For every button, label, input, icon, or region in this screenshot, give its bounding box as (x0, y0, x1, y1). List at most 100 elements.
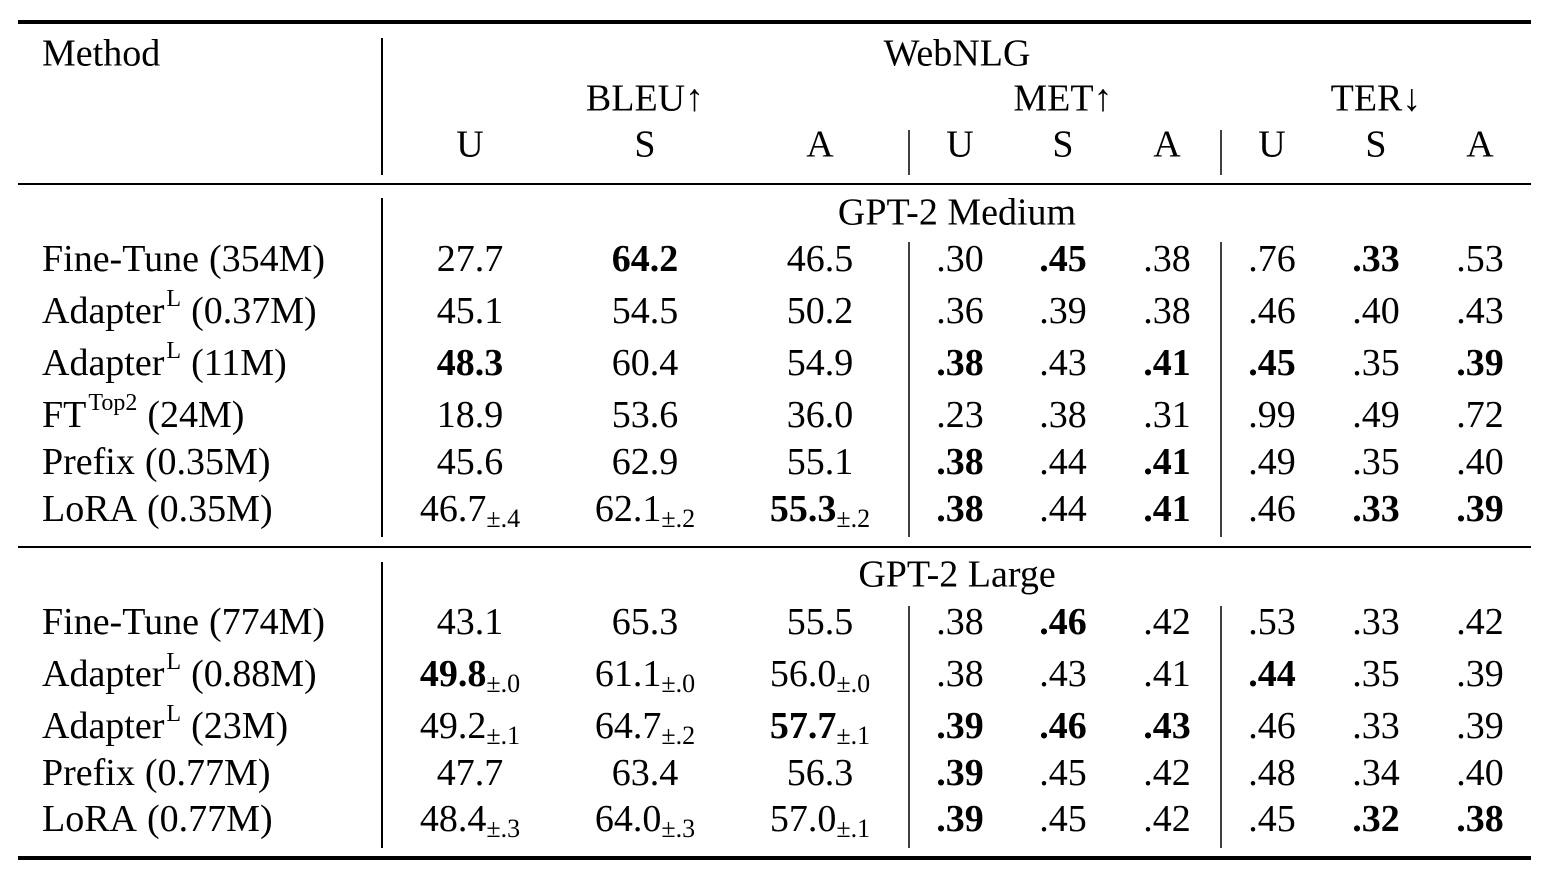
method-superscript: Top2 (88, 390, 137, 416)
cell-value: .72 (1456, 394, 1504, 436)
cell-value: .41 (1143, 488, 1191, 530)
cell: 43.1 (437, 601, 504, 643)
cell: .39 (1456, 705, 1504, 747)
method-name: FT (42, 394, 86, 436)
cell: 48.3 (437, 342, 504, 384)
cell-value: .46 (1248, 488, 1296, 530)
cell-subscript: ±.2 (661, 721, 695, 750)
cell-value: 49.8 (420, 653, 487, 695)
cell-value: 56.0 (770, 653, 837, 695)
cell-value: .46 (1039, 601, 1087, 643)
cell-value: .39 (936, 752, 984, 794)
cell: 62.9 (612, 441, 679, 483)
cell: 47.7 (437, 752, 504, 794)
cell: 36.0 (787, 394, 854, 436)
cell: 65.3 (612, 601, 679, 643)
cell-value: 49.2 (420, 705, 487, 747)
cell: 56.0±.0 (770, 653, 870, 698)
cell: .44 (1039, 441, 1087, 483)
cell-subscript: ±.0 (836, 669, 870, 698)
cell-value: 45.6 (437, 441, 504, 483)
cell: .39 (936, 752, 984, 794)
cell: 64.2 (612, 238, 679, 280)
subcolumn-header: A (806, 124, 834, 166)
cell-value: .53 (1248, 601, 1296, 643)
subcolumn-header: A (1153, 124, 1181, 166)
method-name: LoRA (42, 488, 138, 530)
cell: .33 (1352, 238, 1400, 280)
cell-value: 43.1 (437, 601, 504, 643)
cell: .38 (936, 441, 984, 483)
method-size: (774M) (209, 601, 325, 643)
cell: .32 (1352, 798, 1400, 840)
cell: .46 (1039, 601, 1087, 643)
cell: .45 (1039, 238, 1087, 280)
cell: .44 (1039, 488, 1087, 530)
cell-subscript: ±.2 (836, 504, 870, 533)
cell-subscript: ±.3 (486, 814, 520, 843)
cell: 60.4 (612, 342, 679, 384)
cell-subscript: ±.1 (836, 721, 870, 750)
cell: 46.7±.4 (420, 488, 520, 533)
cell: .41 (1143, 653, 1191, 695)
cell-value: .39 (1456, 653, 1504, 695)
subcolumn-header: S (634, 124, 655, 166)
cell-value: .44 (1039, 441, 1087, 483)
cell-value: 50.2 (787, 290, 854, 332)
cell: .45 (1039, 752, 1087, 794)
cell-subscript: ±.4 (486, 504, 520, 533)
method-name: Adapter (42, 653, 165, 695)
cell-value: .38 (936, 488, 984, 530)
cell: 49.8±.0 (420, 653, 520, 698)
cell: 56.3 (787, 752, 854, 794)
cell-value: 54.5 (612, 290, 679, 332)
cell: .42 (1143, 752, 1191, 794)
method-superscript: L (166, 338, 181, 364)
cell-value: 64.7 (595, 705, 662, 747)
method-size: (23M) (191, 705, 288, 747)
method-name: Fine-Tune (42, 601, 199, 643)
method-name: Adapter (42, 705, 165, 747)
cell-subscript: ±.0 (486, 669, 520, 698)
cell: .31 (1143, 394, 1191, 436)
cell: .49 (1248, 441, 1296, 483)
cell: .38 (1143, 238, 1191, 280)
cell-value: 62.1 (595, 488, 662, 530)
cell-value: 45.1 (437, 290, 504, 332)
method-superscript: L (166, 649, 181, 675)
cell: .33 (1352, 601, 1400, 643)
cell: .40 (1456, 752, 1504, 794)
cell-value: 48.4 (420, 798, 487, 840)
cell: .46 (1248, 705, 1296, 747)
method-size: (0.77M) (145, 752, 271, 794)
method-cell: LoRA (0.77M) (42, 798, 273, 840)
cell-value: .44 (1039, 488, 1087, 530)
cell: 49.2±.1 (420, 705, 520, 750)
cell: 46.5 (787, 238, 854, 280)
cell: .35 (1352, 342, 1400, 384)
cell: .53 (1248, 601, 1296, 643)
method-cell: Prefix (0.35M) (42, 441, 270, 483)
subcolumn-header: U (946, 124, 973, 166)
cell-value: .41 (1143, 653, 1191, 695)
cell-value: 64.2 (612, 238, 679, 280)
cell-value: .76 (1248, 238, 1296, 280)
cell: .45 (1248, 342, 1296, 384)
cell: 48.4±.3 (420, 798, 520, 843)
cell: .38 (936, 488, 984, 530)
cell-value: .45 (1248, 342, 1296, 384)
cell-subscript: ±.3 (661, 814, 695, 843)
cell: .72 (1456, 394, 1504, 436)
cell-value: .23 (936, 394, 984, 436)
method-size: (11M) (191, 342, 287, 384)
cell-value: .33 (1352, 601, 1400, 643)
cell: 61.1±.0 (595, 653, 695, 698)
cell: 63.4 (612, 752, 679, 794)
cell: .46 (1039, 705, 1087, 747)
cell: .42 (1456, 601, 1504, 643)
cell-value: .38 (1039, 394, 1087, 436)
cell-value: .38 (936, 601, 984, 643)
cell-value: .39 (1039, 290, 1087, 332)
cell-value: .46 (1248, 290, 1296, 332)
